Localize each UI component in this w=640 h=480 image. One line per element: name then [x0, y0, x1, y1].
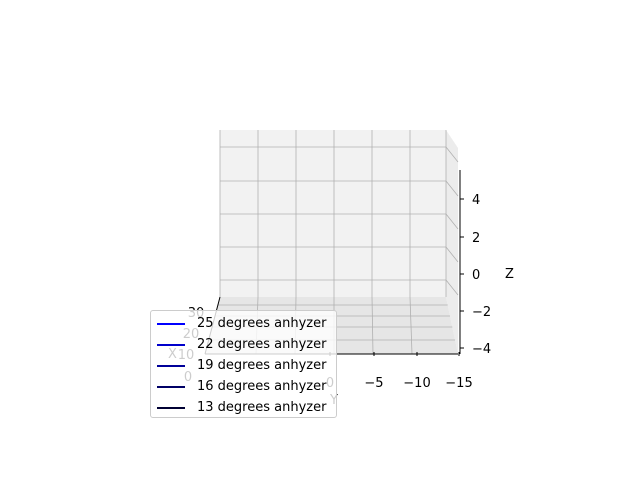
legend-item: 22 degrees anhyzer: [157, 334, 335, 355]
z-tick-label: −2: [472, 305, 491, 320]
y-tick-label: −5: [364, 376, 383, 391]
legend-label: 25 degrees anhyzer: [197, 316, 327, 331]
legend-swatch: [157, 385, 185, 388]
legend-item: 16 degrees anhyzer: [157, 376, 335, 397]
side-grid-line: [445, 180, 459, 197]
floor-grid-line: [409, 296, 413, 355]
z-axis-label: Z: [505, 267, 514, 282]
legend-item: 19 degrees anhyzer: [157, 355, 335, 376]
side-grid-line: [445, 246, 459, 263]
side-pane: [446, 130, 458, 354]
legend-label: 16 degrees anhyzer: [197, 379, 327, 394]
floor-grid-line: [371, 296, 374, 355]
legend-swatch: [157, 343, 185, 346]
z-tick-labels: −4 −2 0 2 4: [460, 193, 491, 357]
z-tick-label: 4: [472, 193, 480, 208]
back-pane: [220, 130, 446, 297]
legend-item: 13 degrees anhyzer: [157, 397, 335, 418]
z-tick-label: −4: [472, 342, 491, 357]
legend: 25 degrees anhyzer 22 degrees anhyzer 19 d…: [150, 310, 337, 418]
side-grid-line: [445, 279, 459, 296]
z-tick-label: 2: [472, 231, 480, 246]
legend-item: 25 degrees anhyzer: [157, 313, 335, 334]
legend-label: 22 degrees anhyzer: [197, 337, 327, 352]
y-tick-label: −10: [403, 376, 430, 391]
legend-swatch: [157, 364, 185, 367]
legend-label: 13 degrees anhyzer: [197, 400, 327, 415]
z-tick-label: 0: [472, 268, 480, 283]
legend-swatch: [157, 406, 185, 409]
legend-label: 19 degrees anhyzer: [197, 358, 327, 373]
y-tick-labels: 0−5−10−15: [326, 352, 473, 391]
legend-swatch: [157, 322, 185, 325]
y-tick-label: −15: [445, 376, 472, 391]
side-grid-line: [445, 213, 459, 230]
side-grid-line: [445, 146, 459, 163]
